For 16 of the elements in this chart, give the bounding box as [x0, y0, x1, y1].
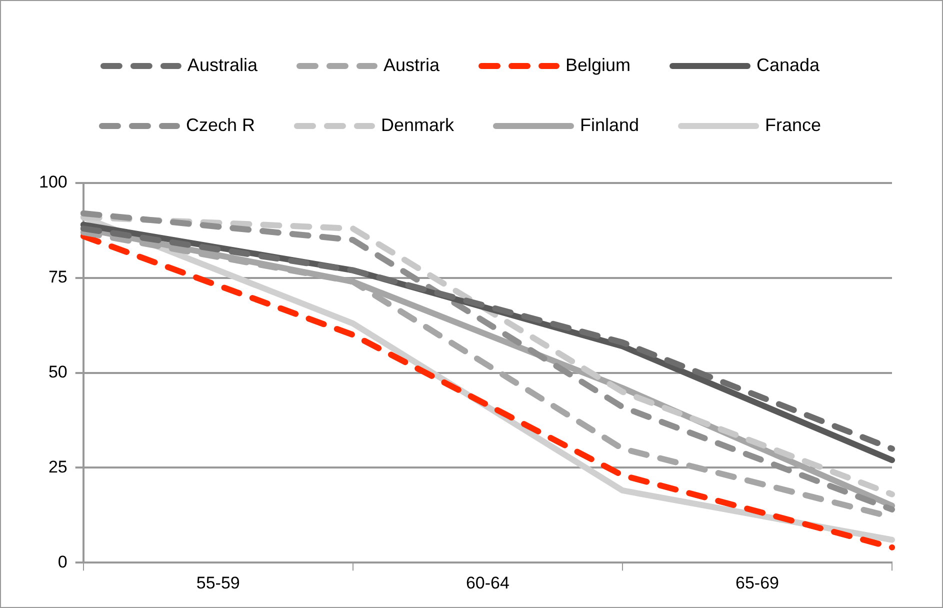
x-tick-label: 60-64 [466, 573, 510, 592]
y-tick-label: 25 [48, 457, 68, 476]
legend-label: Denmark [380, 114, 455, 135]
x-tick-label: 55-59 [196, 573, 240, 592]
legend-label: Finland [580, 114, 640, 135]
legend-label: Belgium [565, 54, 631, 75]
y-tick-label: 75 [48, 268, 68, 287]
legend-label: Canada [756, 54, 821, 75]
y-tick-label: 0 [58, 552, 68, 572]
legend-label: France [765, 114, 822, 135]
legend-label: Czech R [186, 114, 255, 135]
y-tick-label: 100 [38, 172, 68, 192]
legend-label: Austria [383, 54, 440, 75]
y-tick-label: 50 [48, 362, 68, 382]
x-tick-label: 65-69 [735, 573, 779, 592]
legend-label: Australia [187, 54, 258, 75]
